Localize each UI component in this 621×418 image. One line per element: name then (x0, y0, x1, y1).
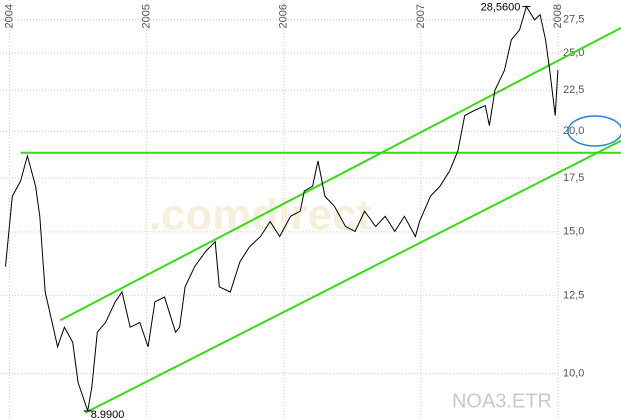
annotation-label: 8,9900 (91, 409, 125, 418)
y-tick-label: 12,5 (563, 290, 584, 302)
annotation-label: 28,5600 (481, 1, 521, 13)
x-tick-label: 2005 (141, 4, 153, 28)
y-tick-label: 22,5 (563, 84, 584, 96)
x-tick-label: 2008 (552, 4, 564, 28)
trend-line (84, 139, 621, 414)
highlight-ellipse (567, 115, 621, 147)
x-tick-label: 2004 (4, 4, 16, 28)
y-tick-label: 10,0 (563, 368, 584, 380)
y-tick-label: 27,5 (563, 14, 584, 26)
y-tick-label: 17,5 (563, 172, 584, 184)
y-tick-label: 20,0 (563, 125, 584, 137)
y-tick-label: 15,0 (563, 226, 584, 238)
x-tick-label: 2006 (278, 4, 290, 28)
symbol-label: NOA3.ETR (452, 390, 552, 412)
price-line (5, 5, 559, 412)
trend-line (59, 27, 621, 322)
x-tick-label: 2007 (415, 4, 427, 28)
